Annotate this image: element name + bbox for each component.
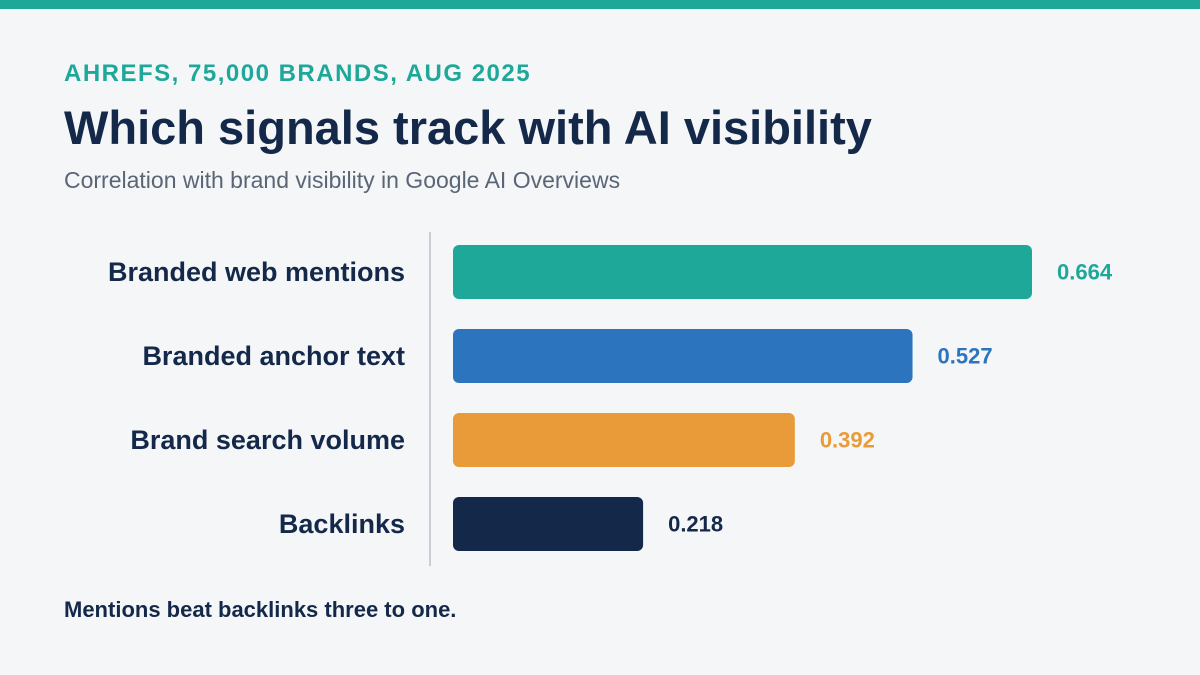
data-label: 0.527: [938, 344, 993, 369]
data-label: 0.664: [1057, 260, 1113, 285]
chart-subtitle: Correlation with brand visibility in Goo…: [64, 167, 621, 193]
chart-footnote: Mentions beat backlinks three to one.: [64, 597, 457, 622]
category-label: Brand search volume: [130, 425, 405, 455]
data-label: 0.218: [668, 512, 723, 537]
category-label: Backlinks: [279, 509, 405, 539]
bar: [453, 497, 644, 551]
category-label: Branded web mentions: [108, 257, 405, 287]
data-label: 0.392: [820, 428, 875, 453]
bar: [453, 245, 1032, 299]
top-accent-bar: [0, 0, 1200, 9]
bar: [453, 329, 913, 383]
chart-title: Which signals track with AI visibility: [64, 101, 872, 154]
bar: [453, 413, 795, 467]
category-label: Branded anchor text: [142, 341, 405, 371]
source-eyebrow: AHREFS, 75,000 BRANDS, AUG 2025: [64, 60, 532, 87]
